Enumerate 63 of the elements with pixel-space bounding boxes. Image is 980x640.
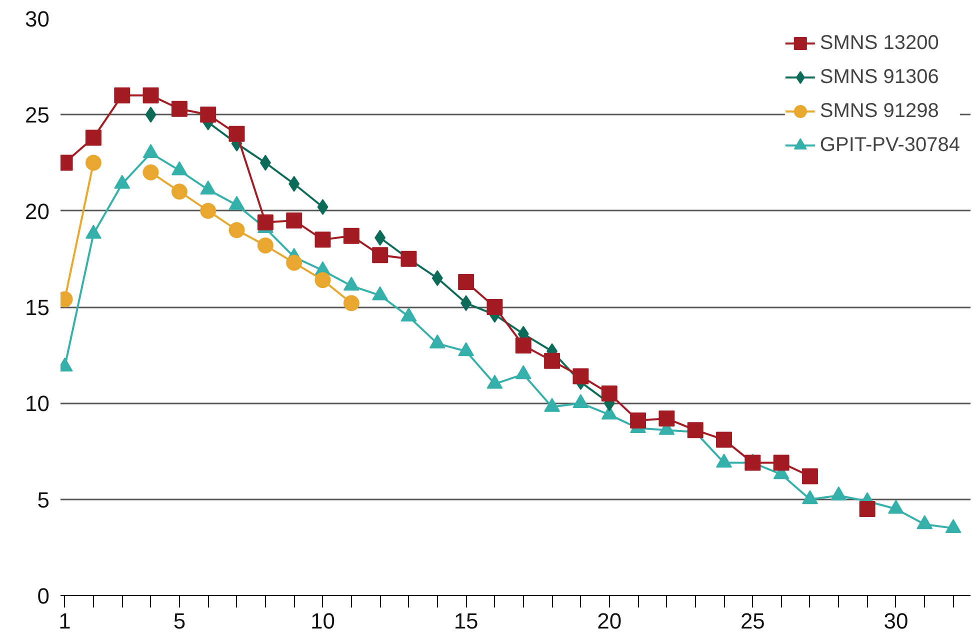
x-tick-label: 5 — [173, 608, 186, 634]
point — [658, 410, 675, 427]
point — [314, 272, 331, 288]
point — [171, 184, 188, 200]
point — [200, 202, 216, 219]
legend-label: SMNS 91306 — [820, 66, 939, 88]
point — [572, 368, 589, 384]
point — [228, 222, 245, 238]
point — [286, 212, 302, 228]
x-tick-label: 25 — [740, 608, 765, 634]
point — [802, 490, 818, 504]
point — [486, 299, 503, 315]
y-tick-label: 10 — [25, 391, 50, 416]
point — [515, 365, 532, 380]
point — [916, 515, 933, 530]
point — [630, 412, 646, 428]
point — [773, 454, 790, 471]
point — [343, 295, 360, 312]
point — [572, 394, 589, 408]
point — [945, 519, 962, 534]
point — [716, 454, 732, 468]
legend-label: SMNS 13200 — [820, 32, 939, 54]
y-tick-label: 25 — [25, 102, 50, 128]
point — [286, 254, 302, 271]
point — [200, 106, 216, 123]
point — [314, 232, 331, 248]
point — [171, 100, 188, 117]
point — [716, 432, 732, 448]
x-tick-label: 1 — [58, 608, 71, 634]
point — [142, 164, 159, 180]
point — [400, 250, 417, 267]
point — [744, 454, 761, 471]
y-tick-label: 5 — [37, 487, 50, 512]
y-tick-label: 30 — [25, 6, 50, 32]
x-tick-label: 30 — [884, 608, 908, 634]
legend-label: SMNS 91298 — [820, 100, 939, 122]
point — [85, 130, 102, 146]
point — [458, 342, 474, 356]
y-tick-label: 15 — [25, 295, 50, 320]
point — [859, 500, 876, 517]
point — [830, 486, 847, 500]
point — [601, 386, 618, 402]
y-tick-label: 20 — [25, 198, 50, 224]
point — [515, 337, 532, 354]
point — [343, 228, 360, 244]
y-tick-label: 0 — [37, 584, 50, 608]
point — [486, 374, 503, 389]
point — [257, 214, 274, 230]
x-tick-label: 10 — [310, 608, 335, 634]
x-tick-label: 15 — [454, 608, 478, 634]
point — [888, 500, 904, 514]
point — [228, 126, 245, 142]
point — [544, 398, 560, 412]
point — [114, 87, 130, 104]
point — [372, 247, 388, 264]
point — [85, 154, 102, 171]
point — [802, 468, 818, 484]
point — [142, 87, 159, 104]
point — [257, 237, 274, 254]
point — [544, 352, 560, 369]
point — [458, 274, 474, 290]
legend-label: GPIT-PV-30784 — [820, 134, 960, 156]
x-tick-label: 20 — [597, 608, 622, 634]
